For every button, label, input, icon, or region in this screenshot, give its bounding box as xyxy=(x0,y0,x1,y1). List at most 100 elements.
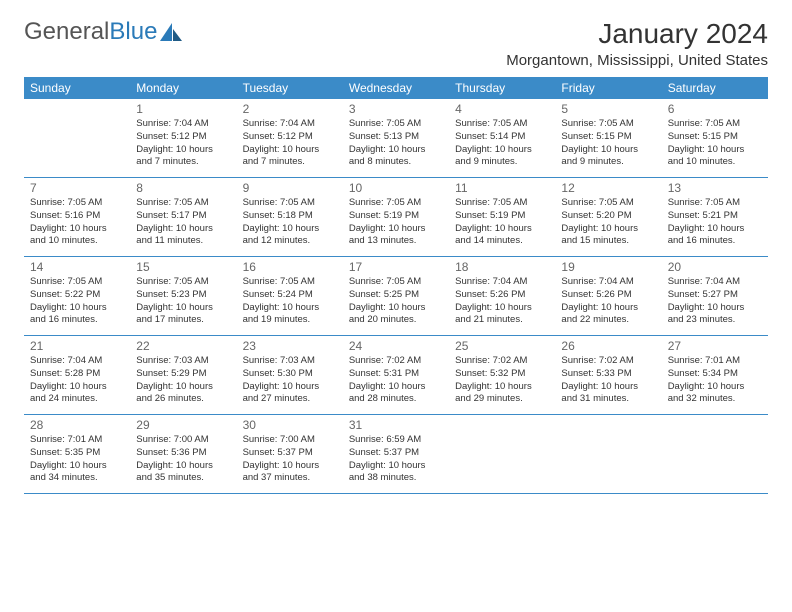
day-info-line: and 7 minutes. xyxy=(136,156,230,169)
day-cell: 14Sunrise: 7:05 AMSunset: 5:22 PMDayligh… xyxy=(24,257,130,335)
day-number: 15 xyxy=(136,260,230,274)
day-info-line: and 28 minutes. xyxy=(349,393,443,406)
day-info-line: Sunset: 5:32 PM xyxy=(455,368,549,381)
day-info-line: and 24 minutes. xyxy=(30,393,124,406)
day-info-line: and 12 minutes. xyxy=(243,235,337,248)
day-info-line: and 11 minutes. xyxy=(136,235,230,248)
day-info-line: Daylight: 10 hours xyxy=(561,302,655,315)
day-info-line: Sunrise: 7:02 AM xyxy=(561,355,655,368)
day-info-line: Sunset: 5:35 PM xyxy=(30,447,124,460)
day-info-line: Sunrise: 7:05 AM xyxy=(243,276,337,289)
logo: GeneralBlue xyxy=(24,18,182,46)
day-info-line: Daylight: 10 hours xyxy=(349,381,443,394)
day-info-line: Daylight: 10 hours xyxy=(243,144,337,157)
day-info-line: Daylight: 10 hours xyxy=(136,460,230,473)
day-cell: 7Sunrise: 7:05 AMSunset: 5:16 PMDaylight… xyxy=(24,178,130,256)
day-info-line: Daylight: 10 hours xyxy=(243,381,337,394)
day-info-line: Daylight: 10 hours xyxy=(455,381,549,394)
day-info-line: Daylight: 10 hours xyxy=(349,223,443,236)
day-info-line: Sunrise: 7:05 AM xyxy=(561,118,655,131)
day-info-line: Daylight: 10 hours xyxy=(349,460,443,473)
day-number: 3 xyxy=(349,102,443,116)
day-cell: 1Sunrise: 7:04 AMSunset: 5:12 PMDaylight… xyxy=(130,99,236,177)
day-info-line: and 31 minutes. xyxy=(561,393,655,406)
day-info-line: Daylight: 10 hours xyxy=(455,302,549,315)
day-number: 7 xyxy=(30,181,124,195)
day-number: 22 xyxy=(136,339,230,353)
day-number: 31 xyxy=(349,418,443,432)
day-info-line: and 8 minutes. xyxy=(349,156,443,169)
day-info-line: Sunset: 5:37 PM xyxy=(243,447,337,460)
day-info-line: Sunrise: 7:05 AM xyxy=(243,197,337,210)
day-number: 8 xyxy=(136,181,230,195)
day-info-line: Sunset: 5:15 PM xyxy=(561,131,655,144)
day-info-line: Daylight: 10 hours xyxy=(136,223,230,236)
day-info-line: Sunset: 5:13 PM xyxy=(349,131,443,144)
day-info-line: and 15 minutes. xyxy=(561,235,655,248)
day-info-line: and 10 minutes. xyxy=(668,156,762,169)
day-info-line: Sunset: 5:12 PM xyxy=(243,131,337,144)
day-info-line: Sunrise: 7:04 AM xyxy=(136,118,230,131)
day-cell: 21Sunrise: 7:04 AMSunset: 5:28 PMDayligh… xyxy=(24,336,130,414)
day-info-line: Sunrise: 7:01 AM xyxy=(30,434,124,447)
day-number: 26 xyxy=(561,339,655,353)
day-header-tue: Tuesday xyxy=(237,77,343,99)
day-cell: 29Sunrise: 7:00 AMSunset: 5:36 PMDayligh… xyxy=(130,415,236,493)
day-info-line: Sunrise: 7:01 AM xyxy=(668,355,762,368)
day-cell: 4Sunrise: 7:05 AMSunset: 5:14 PMDaylight… xyxy=(449,99,555,177)
day-info-line: Sunrise: 7:04 AM xyxy=(668,276,762,289)
day-info-line: Daylight: 10 hours xyxy=(561,223,655,236)
day-number: 25 xyxy=(455,339,549,353)
day-info-line: Daylight: 10 hours xyxy=(455,223,549,236)
day-info-line: and 9 minutes. xyxy=(455,156,549,169)
day-cell: 30Sunrise: 7:00 AMSunset: 5:37 PMDayligh… xyxy=(237,415,343,493)
day-info-line: and 21 minutes. xyxy=(455,314,549,327)
day-info-line: Sunset: 5:27 PM xyxy=(668,289,762,302)
day-number: 18 xyxy=(455,260,549,274)
logo-text-general: General xyxy=(24,18,109,46)
day-number: 2 xyxy=(243,102,337,116)
day-number: 4 xyxy=(455,102,549,116)
day-cell: 12Sunrise: 7:05 AMSunset: 5:20 PMDayligh… xyxy=(555,178,661,256)
day-info-line: and 16 minutes. xyxy=(30,314,124,327)
day-info-line: Sunset: 5:25 PM xyxy=(349,289,443,302)
day-info-line: Sunset: 5:21 PM xyxy=(668,210,762,223)
header: GeneralBlue January 2024 Morgantown, Mis… xyxy=(24,18,768,69)
day-info-line: Sunrise: 7:00 AM xyxy=(136,434,230,447)
day-info-line: Daylight: 10 hours xyxy=(668,302,762,315)
day-cell: 22Sunrise: 7:03 AMSunset: 5:29 PMDayligh… xyxy=(130,336,236,414)
day-info-line: Daylight: 10 hours xyxy=(668,223,762,236)
day-info-line: Sunrise: 7:05 AM xyxy=(455,118,549,131)
day-info-line: and 29 minutes. xyxy=(455,393,549,406)
day-info-line: Sunset: 5:34 PM xyxy=(668,368,762,381)
day-info-line: Sunrise: 7:05 AM xyxy=(349,197,443,210)
day-info-line: Sunset: 5:19 PM xyxy=(349,210,443,223)
day-info-line: Sunrise: 7:03 AM xyxy=(243,355,337,368)
day-number: 27 xyxy=(668,339,762,353)
day-info-line: Sunrise: 7:05 AM xyxy=(668,118,762,131)
day-info-line: and 38 minutes. xyxy=(349,472,443,485)
day-info-line: Sunrise: 7:05 AM xyxy=(455,197,549,210)
day-info-line: Sunrise: 7:05 AM xyxy=(349,118,443,131)
day-info-line: and 14 minutes. xyxy=(455,235,549,248)
day-header-mon: Monday xyxy=(130,77,236,99)
day-number: 1 xyxy=(136,102,230,116)
week-row: 28Sunrise: 7:01 AMSunset: 5:35 PMDayligh… xyxy=(24,415,768,494)
day-info-line: Sunset: 5:29 PM xyxy=(136,368,230,381)
day-cell: 31Sunrise: 6:59 AMSunset: 5:37 PMDayligh… xyxy=(343,415,449,493)
day-number: 6 xyxy=(668,102,762,116)
day-info-line: and 16 minutes. xyxy=(668,235,762,248)
day-cell xyxy=(449,415,555,493)
day-cell: 23Sunrise: 7:03 AMSunset: 5:30 PMDayligh… xyxy=(237,336,343,414)
day-info-line: Sunset: 5:18 PM xyxy=(243,210,337,223)
day-cell xyxy=(555,415,661,493)
day-cell: 25Sunrise: 7:02 AMSunset: 5:32 PMDayligh… xyxy=(449,336,555,414)
day-info-line: Sunset: 5:22 PM xyxy=(30,289,124,302)
day-info-line: Sunset: 5:15 PM xyxy=(668,131,762,144)
day-info-line: Sunset: 5:26 PM xyxy=(561,289,655,302)
day-info-line: and 22 minutes. xyxy=(561,314,655,327)
day-cell xyxy=(24,99,130,177)
logo-sail-icon xyxy=(160,23,182,41)
day-info-line: Daylight: 10 hours xyxy=(30,460,124,473)
week-row: 7Sunrise: 7:05 AMSunset: 5:16 PMDaylight… xyxy=(24,178,768,257)
